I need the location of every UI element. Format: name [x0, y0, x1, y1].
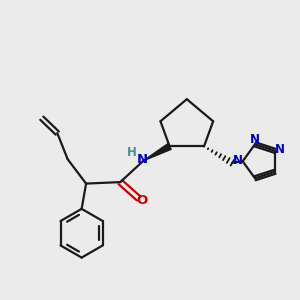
Polygon shape	[143, 144, 171, 161]
Text: N: N	[233, 154, 243, 167]
Text: H: H	[127, 146, 137, 160]
Text: N: N	[250, 133, 260, 146]
Text: N: N	[275, 143, 285, 156]
Text: N: N	[136, 153, 148, 166]
Text: O: O	[136, 194, 147, 207]
